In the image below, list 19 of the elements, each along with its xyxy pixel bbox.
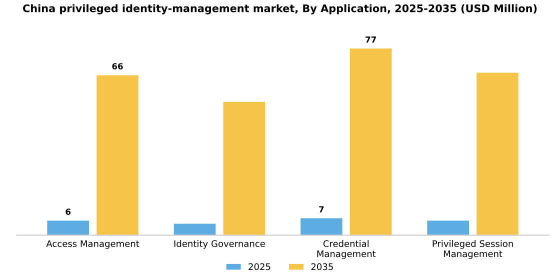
x-tick-label: Credential Management xyxy=(317,240,376,259)
bar xyxy=(300,218,342,236)
data-label: 66 xyxy=(112,63,123,70)
chart-title: China privileged identity-management market, By Application, 2025-2035 (USD Million) xyxy=(23,4,537,14)
x-tick-label: Identity Governance xyxy=(174,240,265,249)
bar xyxy=(223,102,266,236)
bar xyxy=(476,72,518,236)
bar xyxy=(174,224,216,236)
legend-label: 2035 xyxy=(311,263,333,270)
legend-label: 2025 xyxy=(248,263,270,270)
x-tick-label: Privileged Session Management xyxy=(432,240,513,259)
bar xyxy=(427,220,469,236)
bar xyxy=(350,48,392,236)
bar xyxy=(47,220,89,236)
data-label: 6 xyxy=(66,208,71,215)
data-label: 77 xyxy=(366,36,376,43)
bar xyxy=(96,75,138,236)
data-label: 7 xyxy=(319,206,324,212)
x-tick-label: Access Management xyxy=(46,240,140,249)
